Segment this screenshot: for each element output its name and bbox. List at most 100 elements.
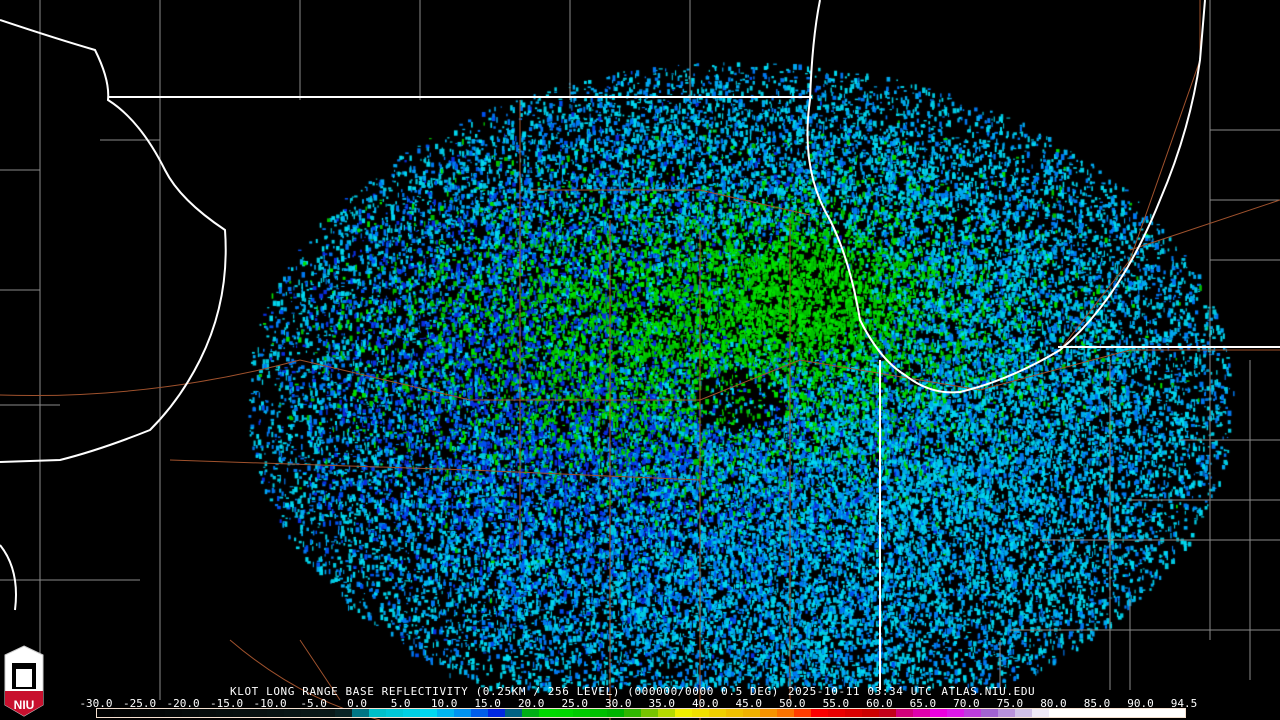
legend-swatch [709, 709, 726, 717]
legend-swatch [658, 709, 675, 717]
legend-swatch [284, 709, 301, 717]
product-title: KLOT LONG RANGE BASE REFLECTIVITY (0.25K… [230, 685, 779, 698]
legend-label: 50.0 [779, 697, 806, 710]
legend-swatch [233, 709, 250, 717]
legend-label: -25.0 [122, 697, 157, 710]
legend-swatch [301, 709, 318, 717]
legend-swatch [624, 709, 641, 717]
product-title-line: KLOT LONG RANGE BASE REFLECTIVITY (0.25K… [230, 685, 1044, 698]
legend-swatch [267, 709, 284, 717]
legend-swatch [573, 709, 590, 717]
legend-label: 30.0 [604, 697, 632, 710]
legend-swatch [964, 709, 981, 717]
legend-swatch [743, 709, 760, 717]
legend-swatch [930, 709, 947, 717]
legend-swatch [403, 709, 420, 717]
legend-swatch [148, 709, 165, 717]
legend-label: 60.0 [866, 697, 893, 710]
legend-swatch [437, 709, 454, 717]
legend-swatch [1100, 709, 1117, 717]
legend-label: 65.0 [909, 697, 937, 710]
legend-label: 85.0 [1083, 697, 1111, 710]
legend-label: 94.5 [1170, 697, 1198, 710]
legend-label: 80.0 [1040, 697, 1067, 710]
legend-swatch [760, 709, 777, 717]
legend-label: 5.0 [390, 697, 411, 710]
legend-swatch [352, 709, 369, 717]
legend-label: 15.0 [474, 697, 501, 710]
legend-swatch [641, 709, 658, 717]
legend-swatch [1151, 709, 1168, 717]
niu-logo: NIU [4, 645, 44, 717]
legend-swatch [862, 709, 879, 717]
legend-swatch [369, 709, 386, 717]
legend-swatch [947, 709, 964, 717]
legend-swatch [471, 709, 488, 717]
legend-swatch [726, 709, 743, 717]
legend-label: 70.0 [953, 697, 980, 710]
legend-label: -30.0 [79, 697, 113, 710]
legend-label: 55.0 [822, 697, 850, 710]
legend-swatch [811, 709, 828, 717]
legend-swatch [318, 709, 335, 717]
legend-swatch [420, 709, 437, 717]
legend-label: 20.0 [517, 697, 545, 710]
legend-swatch [1032, 709, 1049, 717]
legend-swatch [777, 709, 794, 717]
legend-swatch [250, 709, 267, 717]
legend-swatch [131, 709, 148, 717]
legend-swatch [1168, 709, 1185, 717]
legend-swatch [386, 709, 403, 717]
legend-swatch [1015, 709, 1032, 717]
legend-swatch [165, 709, 182, 717]
legend-label: 35.0 [648, 697, 676, 710]
legend-swatch [794, 709, 811, 717]
legend-swatch [1117, 709, 1134, 717]
legend-swatch [590, 709, 607, 717]
legend-label: -5.0 [300, 697, 327, 710]
legend-swatch [1066, 709, 1083, 717]
legend-label: 90.0 [1127, 697, 1154, 710]
legend-label: 75.0 [996, 697, 1024, 710]
legend-swatch [488, 709, 505, 717]
timestamp: 2025-10-11 03:34 UTC [787, 685, 933, 698]
legend-swatch [114, 709, 131, 717]
legend-label: 0.0 [347, 697, 368, 710]
legend-swatch [981, 709, 998, 717]
legend-swatch [182, 709, 199, 717]
legend-swatch [505, 709, 522, 717]
legend-label: 45.0 [735, 697, 763, 710]
legend-swatch [1083, 709, 1100, 717]
legend-swatch [539, 709, 556, 717]
legend-swatch [216, 709, 233, 717]
legend-swatch [692, 709, 709, 717]
iowa-border [0, 19, 227, 463]
legend-swatch [1049, 709, 1066, 717]
legend-swatch [845, 709, 862, 717]
legend-label: 25.0 [561, 697, 588, 710]
legend-swatch [522, 709, 539, 717]
state-borders [0, 0, 1280, 690]
logo-text: NIU [14, 698, 35, 712]
legend-swatch [454, 709, 471, 717]
legend-label: 40.0 [692, 697, 719, 710]
legend-swatch [199, 709, 216, 717]
county-borders [0, 0, 1280, 700]
legend-swatch [675, 709, 692, 717]
legend-swatch [97, 709, 114, 717]
legend-label: 10.0 [430, 697, 458, 710]
legend-swatch [879, 709, 896, 717]
lake-michigan-shore [806, 0, 1206, 394]
legend-swatch [913, 709, 930, 717]
legend-swatch [828, 709, 845, 717]
source-url: ATLAS.NIU.EDU [941, 685, 1036, 698]
legend-swatch [896, 709, 913, 717]
legend-swatch [556, 709, 573, 717]
legend-labels: -30.0 -25.0 -20.0 -15.0 -10.0 -5.0 0.0 5.0 10.0 1… [79, 697, 1197, 710]
legend-label: -15.0 [209, 697, 244, 710]
legend-label: -10.0 [253, 697, 287, 710]
